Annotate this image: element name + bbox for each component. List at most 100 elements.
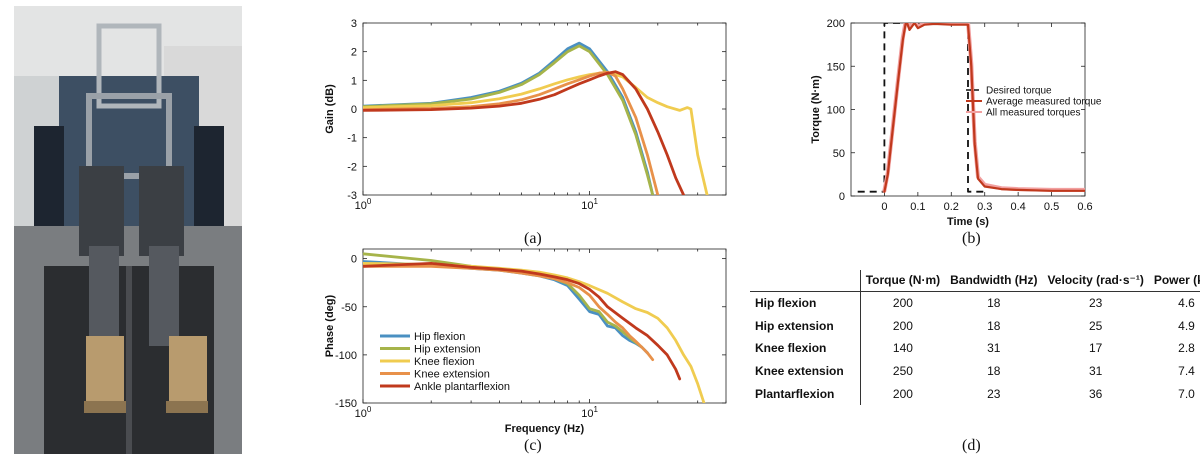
table-header-row: Torque (N·m) Bandwidth (Hz) Velocity (ra…	[750, 270, 1200, 292]
cell-bandwidth: 18	[987, 296, 1001, 311]
y-tick-label: 0	[839, 191, 845, 203]
row-name: Plantarflexion	[755, 386, 835, 401]
x-axis-label: Time (s)	[947, 216, 989, 228]
legend-label: Knee extension	[414, 369, 490, 381]
table-row: Knee flexion 140 31 17 2.8	[750, 337, 1200, 360]
legend-label: Desired torque	[986, 86, 1052, 97]
x-tick-label: 0.1	[910, 201, 925, 213]
cell-power: 4.9	[1178, 318, 1195, 333]
cell-velocity: 31	[1088, 364, 1103, 379]
row-name: Hip extension	[755, 318, 834, 333]
table-row: Plantarflexion 200 23 36 7.0	[750, 382, 1200, 405]
row-name: Knee flexion	[755, 341, 827, 356]
cell-velocity: 23	[1088, 296, 1103, 311]
cell-torque: 200	[859, 314, 946, 338]
cell-torque: 200	[859, 382, 946, 405]
x-tick-label: 0.6	[1077, 201, 1092, 213]
series-line-average-measured-torque	[883, 23, 1085, 193]
table-header-blank	[750, 270, 861, 292]
y-axis-label: Phase (deg)	[324, 294, 336, 357]
x-tick-label: 100	[355, 405, 372, 420]
x-tick-label: 0.2	[944, 201, 959, 213]
legend-label: Average measured torque	[986, 97, 1102, 108]
legend-label: Knee flexion	[414, 356, 475, 368]
table-header-torque: Torque (N·m)	[859, 270, 946, 292]
series-line-hip-extension	[363, 44, 655, 195]
table-header-velocity: Velocity (rad·s⁻¹)	[1042, 270, 1149, 292]
x-tick-label: 0.4	[1010, 201, 1025, 213]
y-tick-label: -100	[335, 350, 357, 362]
table-header-power: Power (kW)	[1148, 270, 1200, 292]
cell-power: 4.6	[1178, 296, 1195, 311]
specs-table: Torque (N·m) Bandwidth (Hz) Velocity (ra…	[750, 270, 1200, 405]
cell-power: 7.0	[1178, 386, 1195, 401]
cell-bandwidth: 18	[987, 364, 1001, 379]
y-axis-label: Torque (N·m)	[810, 75, 822, 144]
caption-d: (d)	[962, 437, 981, 454]
y-tick-label: 100	[827, 105, 845, 117]
legend-label: Hip extension	[414, 344, 481, 356]
y-tick-label: -50	[341, 302, 357, 314]
cell-torque: 250	[859, 359, 946, 383]
cell-power: 7.4	[1178, 364, 1195, 379]
x-axis-label: Frequency (Hz)	[505, 423, 585, 435]
x-tick-label: 0.3	[977, 201, 992, 213]
gain-chart: -3 -2 -1 0 1 2 3 100 101 Gain (dB)	[324, 18, 727, 212]
y-tick-label: 50	[833, 148, 845, 160]
series-line-knee-flexion	[363, 70, 709, 195]
x-tick-label: 0.5	[1044, 201, 1059, 213]
cell-bandwidth: 18	[987, 318, 1001, 333]
series-group	[363, 252, 706, 403]
y-tick-label: 200	[827, 18, 845, 30]
caption-c: (c)	[524, 437, 542, 454]
y-tick-label: -2	[347, 161, 357, 173]
table-row: Hip flexion 200 18 23 4.6	[750, 291, 1200, 315]
cell-velocity: 17	[1088, 341, 1103, 356]
series-line-hip-flexion	[363, 41, 655, 195]
y-tick-label: -3	[347, 190, 357, 202]
cell-torque: 200	[859, 291, 946, 315]
y-tick-label: 3	[351, 18, 357, 30]
y-axis-label: Gain (dB)	[324, 84, 336, 134]
series-line-knee-extension	[363, 70, 660, 195]
series-group	[857, 23, 1085, 193]
table-row: Knee extension 250 18 31 7.4	[750, 359, 1200, 383]
cell-velocity: 25	[1088, 318, 1103, 333]
legend-label: All measured torques	[986, 108, 1081, 119]
table-header-bandwidth: Bandwidth (Hz)	[945, 270, 1043, 292]
torque-chart: 0 50 100 150 200 0 0.1 0.2 0.3 0.4 0.5 0.6 Torque (N…	[810, 18, 1102, 228]
series-line-ankle-plantarflexion	[363, 70, 685, 195]
x-tick-label: 101	[581, 405, 598, 420]
y-tick-label: 2	[351, 47, 357, 59]
y-tick-label: 1	[351, 75, 357, 87]
row-name: Knee extension	[755, 364, 844, 379]
x-tick-label: 101	[581, 197, 598, 212]
cell-bandwidth: 23	[987, 386, 1001, 401]
caption-a: (a)	[524, 230, 542, 247]
series-group	[363, 41, 709, 195]
x-tick-label: 100	[355, 197, 372, 212]
legend-label: Ankle plantarflexion	[414, 381, 510, 393]
cell-velocity: 36	[1088, 386, 1103, 401]
cell-bandwidth: 31	[987, 341, 1001, 356]
cell-power: 2.8	[1178, 341, 1195, 356]
y-tick-label: -150	[335, 398, 357, 410]
x-tick-label: 0	[881, 201, 887, 213]
table-row: Hip extension 200 18 25 4.9	[750, 314, 1200, 338]
y-tick-label: 0	[351, 254, 357, 266]
y-tick-label: 150	[827, 61, 845, 73]
y-tick-label: -1	[347, 133, 357, 145]
series-line-desired-torque	[857, 23, 985, 193]
y-tick-label: 0	[351, 104, 357, 116]
exoskeleton-photo	[14, 6, 242, 454]
cell-torque: 140	[859, 337, 946, 360]
plot-frame	[362, 248, 727, 404]
caption-b: (b)	[962, 230, 981, 247]
row-name: Hip flexion	[755, 296, 817, 311]
series-line-ankle-plantarflexion	[363, 261, 682, 381]
legend-label: Hip flexion	[414, 331, 465, 343]
